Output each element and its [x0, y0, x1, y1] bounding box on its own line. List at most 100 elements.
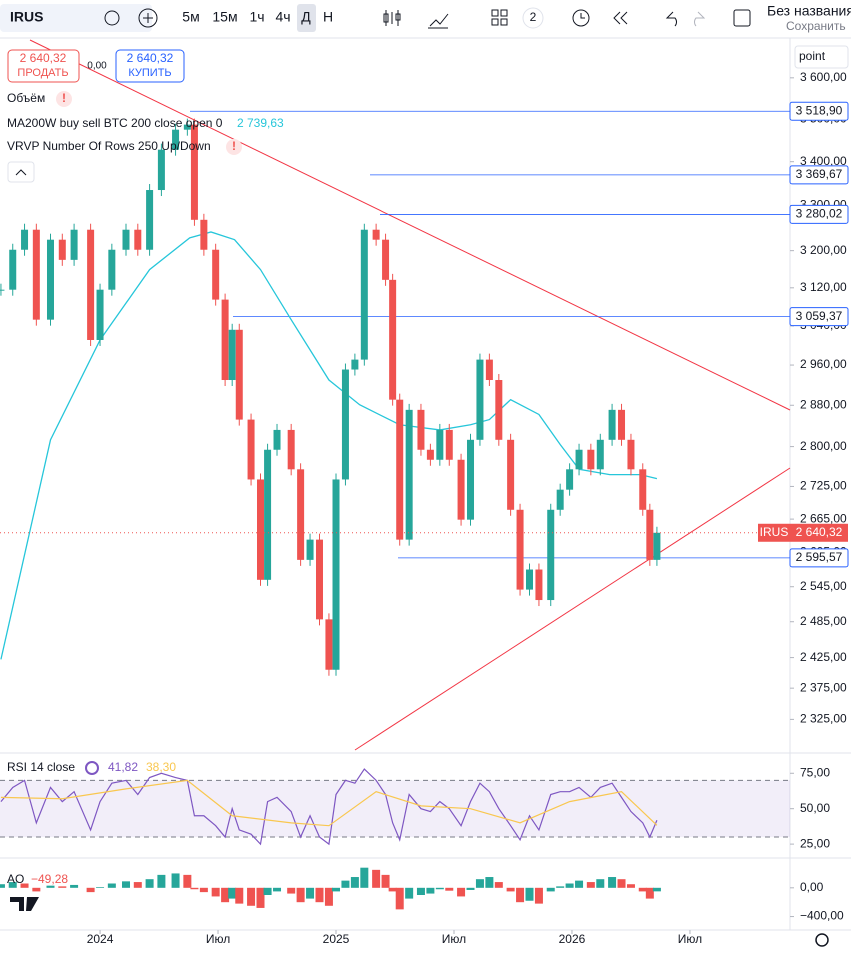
spread: 0,00 — [87, 61, 107, 72]
ao-bar — [546, 887, 555, 892]
candle — [264, 449, 272, 580]
ao-bar — [416, 887, 425, 895]
ao-bar — [405, 887, 414, 899]
ao-bar — [183, 874, 192, 888]
candle — [134, 229, 142, 250]
sell-box[interactable] — [7, 49, 80, 83]
candle — [87, 229, 95, 340]
y-tick-label: 2 485,00 — [800, 614, 847, 628]
candle — [639, 469, 647, 510]
rsi-icon[interactable] — [85, 761, 99, 775]
ao-bar — [645, 887, 654, 899]
ao-bar — [32, 887, 41, 892]
candle — [396, 399, 404, 540]
rsi-legend: RSI 14 close — [7, 760, 75, 774]
candle — [146, 190, 154, 250]
ao-bar — [360, 867, 369, 888]
candle — [325, 619, 333, 670]
ma-value: 2 739,63 — [237, 116, 284, 130]
x-tick-label: Июл — [442, 932, 466, 946]
compare-button[interactable] — [138, 8, 158, 28]
symbol-icon[interactable] — [104, 10, 120, 26]
y-tick-label: 2 325,00 — [800, 712, 847, 726]
ao-bar — [273, 887, 282, 892]
ao-bar — [247, 887, 256, 906]
candle — [108, 249, 116, 290]
candle — [382, 239, 390, 280]
ao-bar — [58, 886, 67, 888]
candle — [228, 329, 236, 381]
ao-bar — [395, 887, 404, 910]
candle — [535, 569, 543, 601]
interval-button[interactable]: Н — [323, 9, 333, 25]
scale-mode-box[interactable] — [794, 45, 849, 69]
ao-legend: AO — [7, 872, 24, 886]
ao-bar — [426, 887, 435, 894]
ao-bar — [46, 885, 55, 888]
candle — [200, 219, 208, 250]
ao-bar — [372, 869, 381, 888]
layout-count[interactable]: 2 — [530, 10, 537, 24]
ao-bar — [565, 883, 574, 888]
ao-bar — [332, 887, 341, 892]
collapse-button[interactable] — [7, 161, 35, 183]
y-tick-label: 0,00 — [800, 880, 824, 894]
interval-button[interactable]: 1ч — [249, 9, 264, 25]
rsi-line — [0, 779, 658, 827]
ao-bar — [296, 887, 305, 903]
ao-bar — [20, 883, 29, 888]
rsi-ma-value: 38,30 — [146, 760, 176, 774]
level-label-box — [789, 548, 849, 568]
candle — [221, 299, 229, 381]
y-tick-label: 2 375,00 — [800, 680, 847, 694]
interval-button[interactable]: 4ч — [275, 9, 290, 25]
interval-button[interactable]: Д — [301, 9, 311, 25]
interval-button[interactable]: 5м — [182, 9, 199, 25]
price-tag: 2 640,32 — [796, 525, 843, 539]
symbol[interactable]: IRUS — [10, 9, 43, 25]
ao-bar — [133, 882, 142, 888]
candle — [9, 249, 17, 290]
layout-name[interactable]: Без названия — [767, 3, 851, 19]
level-label: 3 059,37 — [796, 309, 843, 323]
candle — [32, 229, 40, 320]
ao-bar — [516, 887, 525, 903]
candle — [58, 239, 66, 260]
warning-mark: ! — [232, 139, 236, 153]
y-tick-label: 50,00 — [800, 801, 830, 815]
x-tick-label: 2025 — [323, 932, 350, 946]
y-tick-label: −400,00 — [800, 909, 844, 923]
indicator-legend: Объём — [7, 91, 45, 105]
candle — [351, 359, 359, 370]
candle — [436, 429, 444, 460]
ao-bar — [381, 874, 390, 888]
settings-button[interactable] — [815, 933, 829, 947]
candle — [556, 489, 564, 510]
ao-bar — [145, 879, 154, 888]
candle — [70, 229, 78, 260]
x-tick-label: Июл — [206, 932, 230, 946]
warning-icon — [56, 91, 72, 107]
sell-label: ПРОДАТЬ — [17, 67, 68, 79]
sell-price: 2 640,32 — [20, 51, 67, 65]
buy-box[interactable] — [115, 49, 185, 83]
interval-button[interactable]: 15м — [212, 9, 237, 25]
ao-bar — [263, 887, 272, 895]
ao-bar — [556, 886, 565, 888]
y-tick-label: 25,00 — [800, 836, 830, 850]
ao-bar — [388, 887, 397, 892]
candle — [575, 449, 583, 470]
y-tick-label: 2 960,00 — [800, 357, 847, 371]
rsi-value: 41,82 — [108, 760, 138, 774]
candle — [172, 129, 180, 150]
compare-icon — [143, 13, 153, 23]
candle — [485, 359, 493, 381]
candle — [287, 429, 295, 470]
rsi-line — [0, 768, 658, 846]
y-tick-label: 3 600,00 — [800, 70, 847, 84]
ao-bar — [506, 887, 515, 892]
save-button[interactable]: Сохранить — [786, 19, 846, 33]
candle — [190, 124, 198, 220]
ao-bar — [157, 874, 166, 888]
ao-bar — [596, 879, 605, 888]
